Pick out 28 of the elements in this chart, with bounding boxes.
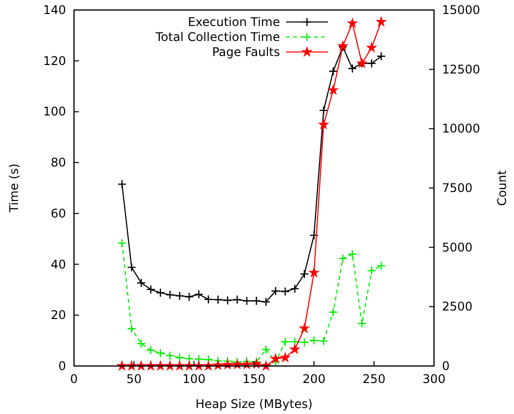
x-tick-label: 250 bbox=[362, 372, 386, 386]
y-tick-label: 60 bbox=[50, 206, 66, 220]
legend-label: Total Collection Time bbox=[154, 30, 280, 44]
y-tick-label: 0 bbox=[58, 359, 66, 373]
x-tick-label: 100 bbox=[182, 372, 206, 386]
x-tick-label: 50 bbox=[126, 372, 142, 386]
y-tick-label: 20 bbox=[50, 308, 66, 322]
y-axis-title: Time (s) bbox=[7, 164, 21, 214]
y2-tick-label: 7500 bbox=[442, 181, 473, 195]
x-axis-title: Heap Size (MBytes) bbox=[195, 397, 313, 411]
y2-tick-label: 2500 bbox=[442, 300, 473, 314]
y-tick-label: 140 bbox=[43, 3, 66, 17]
y-tick-label: 100 bbox=[43, 104, 66, 119]
y-tick-label: 120 bbox=[43, 54, 66, 68]
y2-axis-title: Count bbox=[495, 170, 509, 206]
y2-tick-label: 15000 bbox=[442, 3, 480, 17]
y2-tick-label: 12500 bbox=[442, 62, 480, 76]
x-tick-label: 150 bbox=[242, 372, 266, 386]
x-tick-label: 300 bbox=[422, 372, 446, 386]
legend-label: Page Faults bbox=[212, 45, 280, 59]
y-tick-label: 40 bbox=[50, 257, 66, 272]
x-tick-label: 0 bbox=[70, 372, 78, 386]
y2-tick-label: 0 bbox=[442, 359, 450, 373]
y2-tick-label: 10000 bbox=[442, 122, 480, 136]
y2-tick-label: 5000 bbox=[442, 240, 473, 254]
legend-label: Execution Time bbox=[188, 15, 280, 29]
x-tick-label: 200 bbox=[302, 372, 326, 386]
y-tick-label: 80 bbox=[50, 156, 66, 170]
